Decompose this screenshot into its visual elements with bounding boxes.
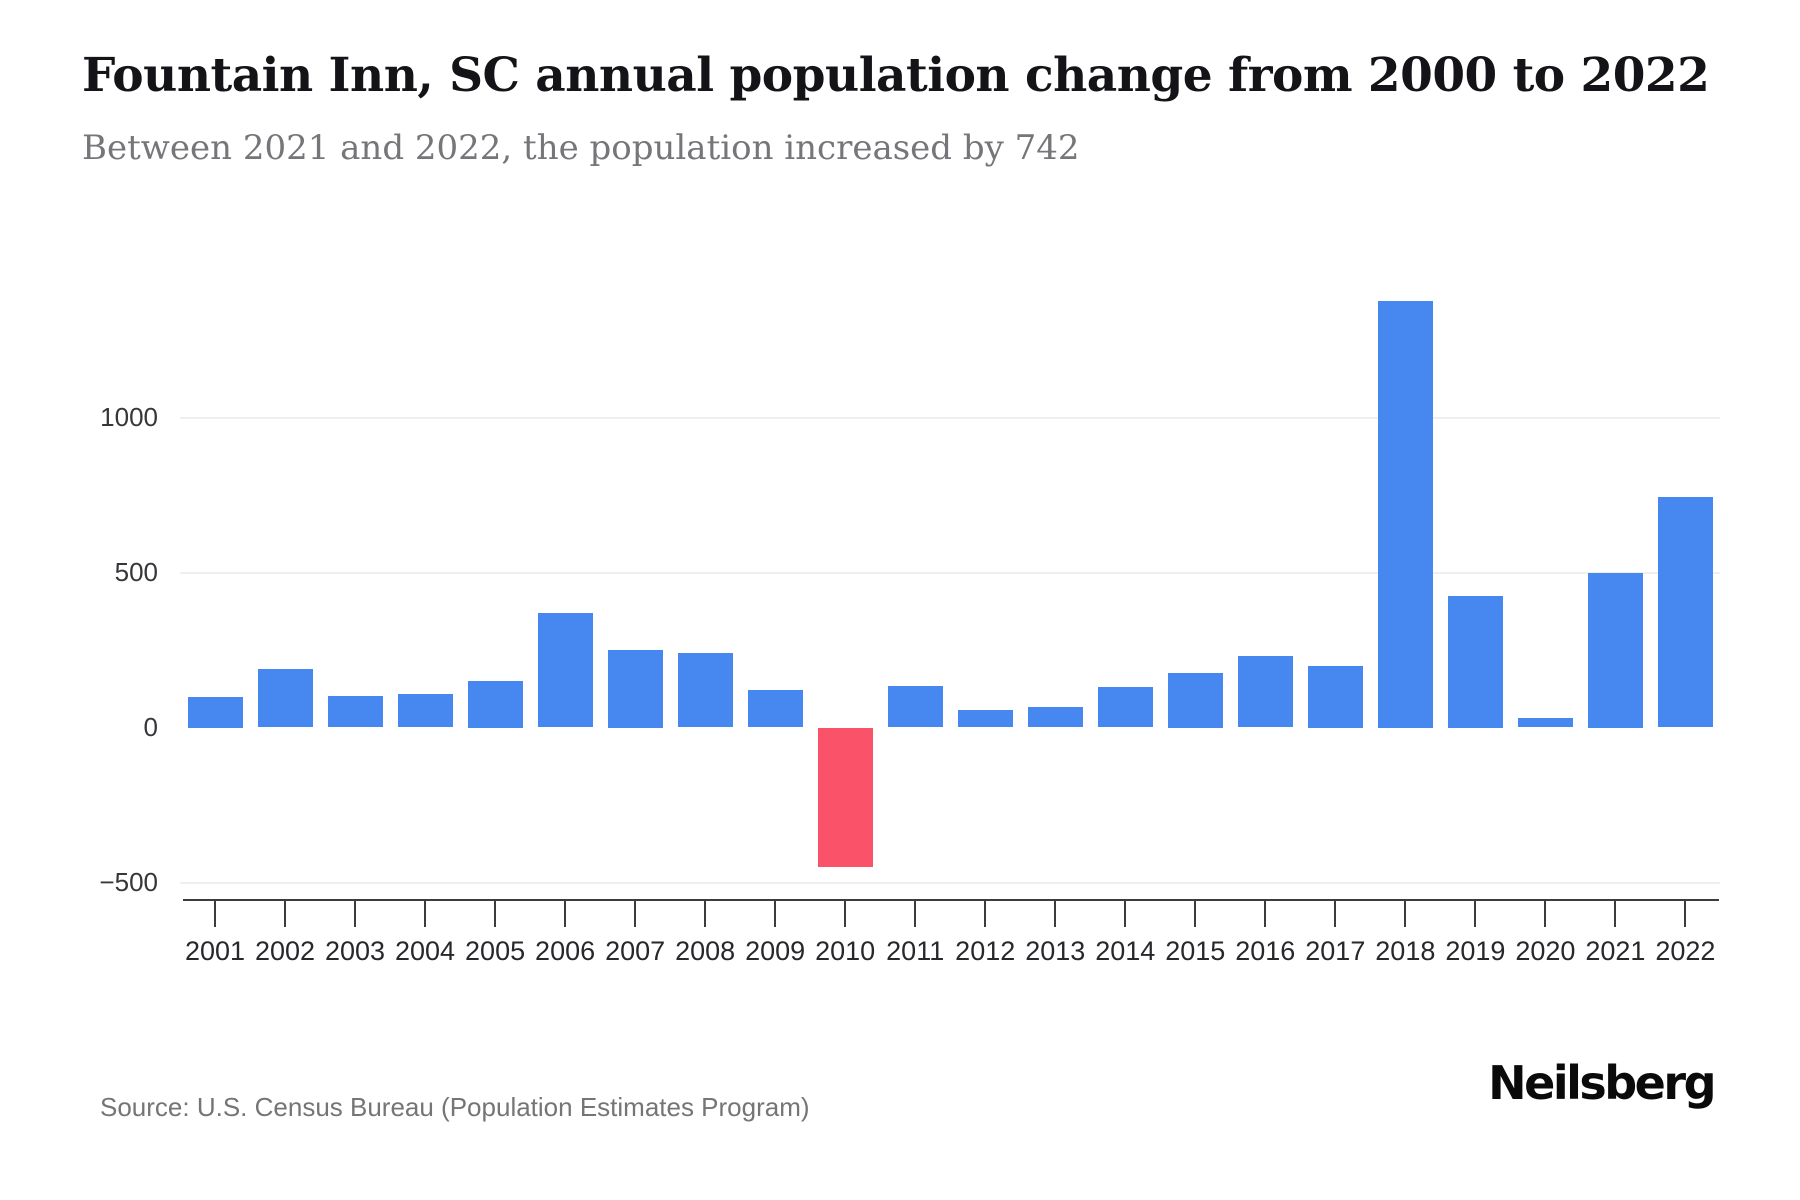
x-tick-2012 [984, 901, 987, 927]
bar-2007[interactable] [607, 650, 663, 728]
x-tick-label-2002: 2002 [254, 936, 316, 966]
x-tick-2014 [1124, 901, 1127, 927]
bar-2016[interactable] [1237, 655, 1293, 728]
x-tick-label-2001: 2001 [184, 936, 246, 966]
bar-2013[interactable] [1027, 706, 1083, 728]
y-tick-label--500: −500 [99, 866, 158, 897]
y-tick-label-500: 500 [114, 556, 158, 587]
x-tick-label-2010: 2010 [815, 936, 876, 966]
x-tick-label-2017: 2017 [1305, 936, 1366, 966]
x-tick-2001 [214, 901, 216, 927]
bar-2018[interactable] [1377, 301, 1433, 728]
x-tick-label-2007: 2007 [605, 936, 666, 966]
bar-2004[interactable] [397, 694, 453, 728]
x-tick-label-2006: 2006 [535, 936, 596, 966]
x-tick-label-2011: 2011 [886, 936, 945, 966]
x-tick-label-2018: 2018 [1375, 936, 1436, 966]
x-tick-label-2015: 2015 [1165, 936, 1226, 966]
gridline-500 [180, 571, 1720, 574]
x-tick-2007 [634, 901, 637, 927]
x-tick-2013 [1054, 901, 1057, 927]
x-tick-2021 [1614, 901, 1617, 927]
x-tick-2015 [1194, 901, 1197, 927]
bar-2012[interactable] [957, 710, 1013, 728]
bar-2006[interactable] [537, 612, 593, 728]
x-tick-2018 [1404, 901, 1407, 927]
bar-2021[interactable] [1587, 572, 1643, 728]
x-tick-label-2016: 2016 [1235, 936, 1296, 966]
x-tick-label-2019: 2019 [1445, 936, 1506, 966]
x-tick-2002 [284, 901, 287, 927]
bar-2011[interactable] [887, 686, 943, 728]
x-tick-2017 [1334, 901, 1337, 927]
bar-2014[interactable] [1097, 687, 1153, 728]
x-axis-line [183, 899, 1719, 901]
x-tick-label-2004: 2004 [395, 936, 456, 966]
x-tick-2006 [564, 901, 567, 927]
bar-2002[interactable] [257, 668, 313, 728]
bar-2022[interactable] [1657, 497, 1713, 728]
x-tick-2010 [844, 901, 847, 927]
bar-2010[interactable] [817, 727, 873, 867]
x-tick-2022 [1684, 901, 1687, 927]
x-tick-2020 [1544, 901, 1547, 927]
bar-2001[interactable] [187, 696, 243, 728]
x-tick-2003 [354, 901, 357, 927]
x-tick-label-2020: 2020 [1515, 936, 1576, 966]
gridline-1000 [180, 416, 1720, 419]
chart-title: Fountain Inn, SC annual population chang… [82, 48, 1710, 103]
bar-2008[interactable] [677, 653, 733, 728]
bar-2020[interactable] [1517, 717, 1573, 728]
y-tick-label-0: 0 [143, 711, 158, 742]
x-tick-label-2003: 2003 [324, 936, 386, 966]
x-tick-label-2009: 2009 [745, 936, 806, 966]
x-tick-2005 [494, 901, 497, 927]
x-tick-label-2012: 2012 [955, 936, 1016, 966]
x-tick-label-2013: 2013 [1025, 936, 1086, 966]
x-tick-label-2005: 2005 [465, 936, 526, 966]
x-tick-2004 [424, 901, 427, 927]
x-tick-2008 [704, 901, 707, 927]
source-note: Source: U.S. Census Bureau (Population E… [100, 1092, 810, 1122]
brand-logo: Neilsberg [1488, 1056, 1716, 1110]
x-tick-label-2022: 2022 [1655, 936, 1716, 966]
x-tick-label-2021: 2021 [1585, 936, 1646, 966]
x-tick-label-2008: 2008 [675, 936, 736, 966]
x-tick-2019 [1474, 901, 1477, 927]
bar-2009[interactable] [747, 689, 803, 728]
bar-2003[interactable] [327, 695, 383, 728]
y-tick-label-1000: 1000 [100, 401, 158, 432]
x-tick-2009 [774, 901, 777, 927]
chart-subtitle: Between 2021 and 2022, the population in… [82, 128, 1080, 168]
bar-2019[interactable] [1447, 595, 1503, 728]
x-tick-2011 [914, 901, 917, 927]
x-tick-label-2014: 2014 [1095, 936, 1156, 966]
bar-2005[interactable] [467, 681, 523, 728]
gridline--500 [180, 881, 1720, 884]
bar-2017[interactable] [1307, 665, 1363, 728]
x-tick-2016 [1264, 901, 1267, 927]
bar-2015[interactable] [1167, 673, 1223, 728]
plot-area: 1000 500 0 −500 2001 2002 2003 2004 2005 2006 2007… [99, 301, 1720, 966]
